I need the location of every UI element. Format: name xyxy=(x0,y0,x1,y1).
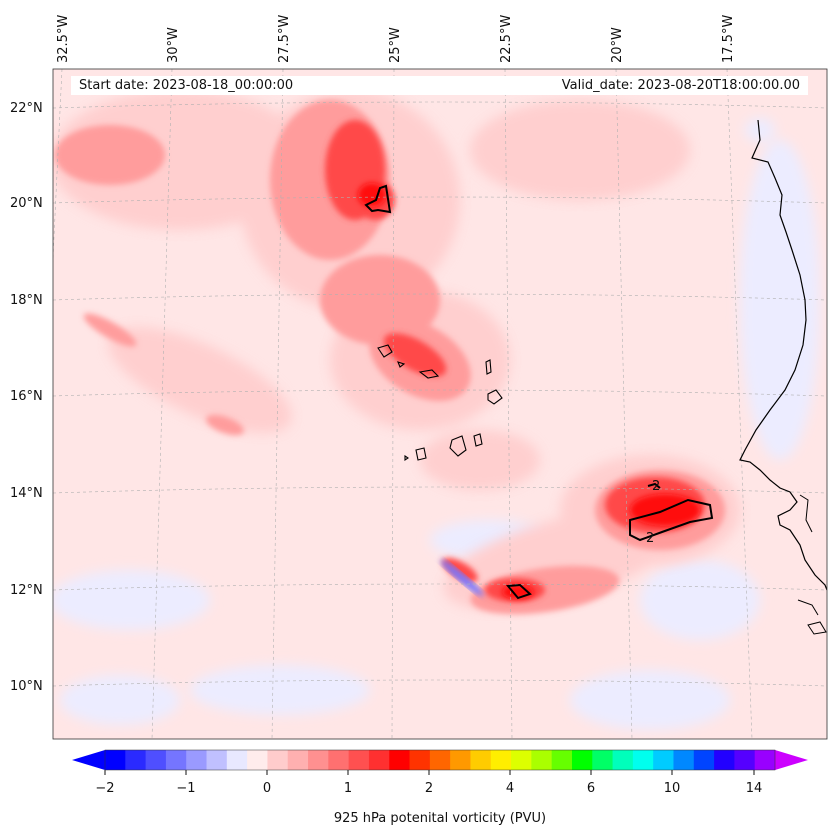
colorbar-segment xyxy=(612,750,634,770)
colorbar-segment xyxy=(653,750,675,770)
colorbar-segment xyxy=(673,750,695,770)
colorbar-segment xyxy=(186,750,208,770)
colorbar-segment xyxy=(632,750,654,770)
cb-tick-label: 2 xyxy=(425,781,433,796)
lon-label: 25°W xyxy=(388,27,403,63)
colorbar-segment xyxy=(450,750,472,770)
pv-2pvu-contour xyxy=(364,184,714,600)
gridlines xyxy=(53,69,827,739)
colorbar-segment xyxy=(368,750,390,770)
colorbar-under-arrow xyxy=(72,750,105,770)
colorbar-segment xyxy=(125,750,147,770)
lon-label: 20°W xyxy=(610,27,625,63)
header-bar xyxy=(71,76,808,95)
colorbar-segment xyxy=(693,750,715,770)
lat-label: 20°N xyxy=(10,196,43,211)
colorbar-segment xyxy=(247,750,269,770)
lon-label: 30°W xyxy=(166,27,181,63)
colorbar-segment xyxy=(348,750,370,770)
colorbar-segment xyxy=(165,750,187,770)
colorbar-segment xyxy=(511,750,532,770)
latitude-labels: 22°N 20°N 18°N 16°N 14°N 12°N 10°N xyxy=(10,101,43,694)
lat-label: 10°N xyxy=(10,679,43,694)
cb-tick-label: 14 xyxy=(746,781,763,796)
coastline-detail xyxy=(797,494,827,635)
colorbar-segment xyxy=(714,750,735,770)
lat-label: 14°N xyxy=(10,486,43,501)
colorbar-segments xyxy=(105,750,776,770)
colorbar-ticks xyxy=(104,770,755,775)
map-frame xyxy=(52,68,828,740)
lon-label: 22.5°W xyxy=(499,15,514,63)
colorbar-segment xyxy=(551,750,573,770)
colorbar-segment xyxy=(145,750,167,770)
colorbar-tick-labels: −2 −1 0 1 2 4 6 10 14 xyxy=(95,781,762,796)
colorbar-segment xyxy=(592,750,614,770)
colorbar-segment xyxy=(409,750,431,770)
colorbar: −2 −1 0 1 2 4 6 10 14 925 hPa potenital … xyxy=(72,749,808,826)
colorbar-title: 925 hPa potenital vorticity (PVU) xyxy=(334,811,546,826)
longitude-labels: 32.5°W 30°W 27.5°W 25°W 22.5°W 20°W 17.5… xyxy=(56,15,736,63)
colorbar-over-arrow xyxy=(775,750,808,770)
colorbar-segment xyxy=(105,750,126,770)
colorbar-segment xyxy=(206,750,228,770)
lat-label: 16°N xyxy=(10,389,43,404)
start-date-label: Start date: 2023-08-18_00:00:00 xyxy=(79,78,294,93)
cape-verde-islands xyxy=(377,344,503,462)
pv-negative-streak xyxy=(440,559,484,597)
valid-date-label: Valid_date: 2023-08-20T18:00:00.00 xyxy=(561,78,800,93)
colorbar-segment xyxy=(490,750,512,770)
cb-tick-label: 6 xyxy=(587,781,595,796)
lon-label: 32.5°W xyxy=(56,15,71,63)
cb-tick-label: −2 xyxy=(95,781,114,796)
lat-label: 18°N xyxy=(10,293,43,308)
colorbar-segment xyxy=(389,750,411,770)
colorbar-outline xyxy=(104,749,776,771)
colorbar-segment xyxy=(571,750,593,770)
colorbar-segment xyxy=(754,750,776,770)
colorbar-segment xyxy=(308,750,329,770)
colorbar-segment xyxy=(734,750,756,770)
map-panel: 2 2 xyxy=(53,69,827,739)
colorbar-segment xyxy=(531,750,553,770)
lon-label: 17.5°W xyxy=(721,15,736,63)
contour-label-lower: 2 xyxy=(646,531,654,546)
lat-label: 12°N xyxy=(10,583,43,598)
lat-label: 22°N xyxy=(10,101,43,116)
colorbar-segment xyxy=(267,750,289,770)
cb-tick-label: 0 xyxy=(263,781,271,796)
cb-tick-label: 10 xyxy=(664,781,681,796)
colorbar-segment xyxy=(429,750,451,770)
coastline-africa xyxy=(739,119,827,591)
cb-tick-label: 4 xyxy=(506,781,514,796)
contour-label-upper: 2 xyxy=(652,479,660,494)
lon-label: 27.5°W xyxy=(277,15,292,63)
cb-tick-label: −1 xyxy=(176,781,195,796)
colorbar-segment xyxy=(287,750,309,770)
colorbar-segment xyxy=(470,750,492,770)
cb-tick-label: 1 xyxy=(344,781,352,796)
colorbar-segment xyxy=(328,750,350,770)
colorbar-segment xyxy=(226,750,248,770)
